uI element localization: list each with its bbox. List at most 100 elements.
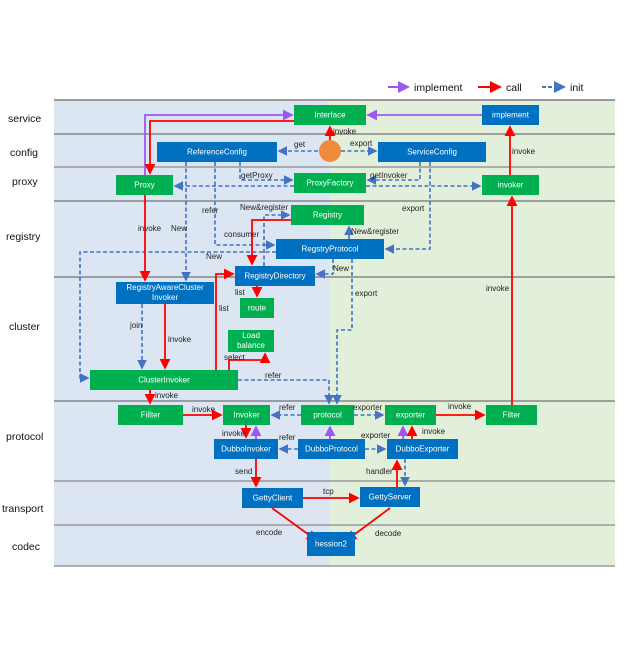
label-export-sc: export (350, 139, 373, 148)
node-box (294, 173, 366, 193)
label-invoke-ci: invoke (155, 391, 179, 400)
legend: implement call init (388, 81, 584, 94)
node-invoker-top: invoker (482, 175, 539, 195)
node-box (385, 405, 436, 425)
layer-label-config: config (10, 147, 38, 159)
init-edges (79, 146, 482, 487)
layer-label-protocol: protocol (6, 431, 43, 443)
edge-interface-proxy (144, 120, 294, 175)
node-box (90, 370, 238, 390)
node-box (118, 405, 183, 425)
label-invoke-de: invoke (422, 427, 446, 436)
node-box (387, 439, 458, 459)
label-new-cluster: New (206, 252, 222, 261)
label-get: get (294, 140, 306, 149)
label-list-dir: list (219, 304, 230, 313)
label-new-dir: New (333, 264, 349, 273)
node-proxy: Proxy (116, 175, 173, 195)
label-refer-ci: refer (265, 371, 282, 380)
edge-getinvoker (366, 162, 421, 185)
node-label: balance (237, 341, 266, 350)
label-invoke-interface: invoke (333, 127, 357, 136)
edge-list-directory (215, 268, 235, 370)
node-fillter: Fillter (118, 405, 183, 425)
label-decode: decode (375, 529, 402, 538)
layer-label-transport: transport (2, 503, 44, 515)
edge-select (228, 352, 271, 370)
node-service-config: ServiceConfig (378, 142, 486, 162)
implement-edges (144, 109, 482, 439)
layer-label-service: service (8, 113, 41, 125)
node-label: Proxy (134, 181, 154, 190)
edge-refer-consumer (214, 162, 276, 250)
label-invoke-exporter: invoke (448, 402, 472, 411)
node-box (228, 330, 274, 352)
edge-refer-clusterinvoker (238, 379, 334, 405)
label-consumer: consumer (224, 230, 259, 239)
node-getty-client: GettyClient (242, 488, 303, 508)
node-getty-server: GettyServer (360, 487, 420, 507)
node-box (482, 175, 539, 195)
layer-label-registry: registry (6, 231, 41, 243)
node-exporter: exporter (385, 405, 436, 425)
node-dubbo-invoker: DubboInvoker (214, 439, 278, 459)
label-new-register-1: New&register (240, 203, 288, 212)
label-new-rc: New (171, 224, 187, 233)
edge-export-registryprotocol (384, 162, 431, 254)
node-label: DubboInvoker (221, 445, 271, 454)
node-label: protocol (313, 411, 342, 420)
node-box (301, 405, 354, 425)
node-label: RegistryAwareCluster (126, 283, 204, 292)
label-invoke-filter-up: invoke (486, 284, 510, 293)
node-label: ReferenceConfig (187, 148, 247, 157)
label-export-rp: export (402, 204, 425, 213)
node-label: DubboProtocol (305, 445, 358, 454)
node-box (291, 205, 364, 225)
node-registry: Registry (291, 205, 364, 225)
node-filter: Filter (486, 405, 537, 425)
node-label: RegstryProtocol (302, 245, 359, 254)
node-box (116, 175, 173, 195)
node-label: exporter (396, 411, 426, 420)
edge-labels: invoke get export invoke getProxy getInv… (129, 127, 536, 538)
edge-export-protocol (332, 259, 353, 405)
node-label: DubboExporter (396, 445, 450, 454)
node-label: implement (492, 111, 530, 120)
label-exporter-dp: exporter (361, 431, 391, 440)
node-reference-config: ReferenceConfig (157, 142, 277, 162)
label-invoke-rac: invoke (168, 335, 192, 344)
node-route: route (240, 298, 274, 318)
node-box (482, 105, 539, 125)
label-export-protocol: export (355, 289, 378, 298)
node-label: ProxyFactory (306, 179, 353, 188)
label-join: join (129, 321, 142, 330)
node-label: ServiceConfig (407, 148, 457, 157)
edge-new-clusterinvoker (79, 251, 276, 383)
legend-init-label: init (570, 82, 584, 94)
edge-new-directory (315, 259, 334, 279)
call-edges (139, 120, 518, 542)
label-getproxy: getProxy (241, 171, 273, 180)
edge-registry-directory (246, 219, 291, 266)
edge-new-register-consumer (263, 210, 291, 266)
layer-label-proxy: proxy (12, 176, 38, 188)
node-label: hession2 (315, 540, 348, 549)
node-label: Load (242, 331, 260, 340)
node-box (298, 439, 365, 459)
layer-label-codec: codec (12, 541, 40, 553)
label-new-register-2: New&register (351, 227, 399, 236)
node-interface: Interface (294, 105, 366, 125)
node-box (276, 239, 384, 259)
node-label: GettyServer (369, 493, 412, 502)
node-label: Invoker (152, 293, 179, 302)
node-label: Fillter (141, 411, 161, 420)
node-box (486, 405, 537, 425)
node-label: GettyClient (253, 494, 293, 503)
layer-label-cluster: cluster (9, 321, 40, 333)
node-box (157, 142, 277, 162)
node-box (240, 298, 274, 318)
node-box (116, 282, 214, 304)
label-handler: handler (366, 467, 393, 476)
